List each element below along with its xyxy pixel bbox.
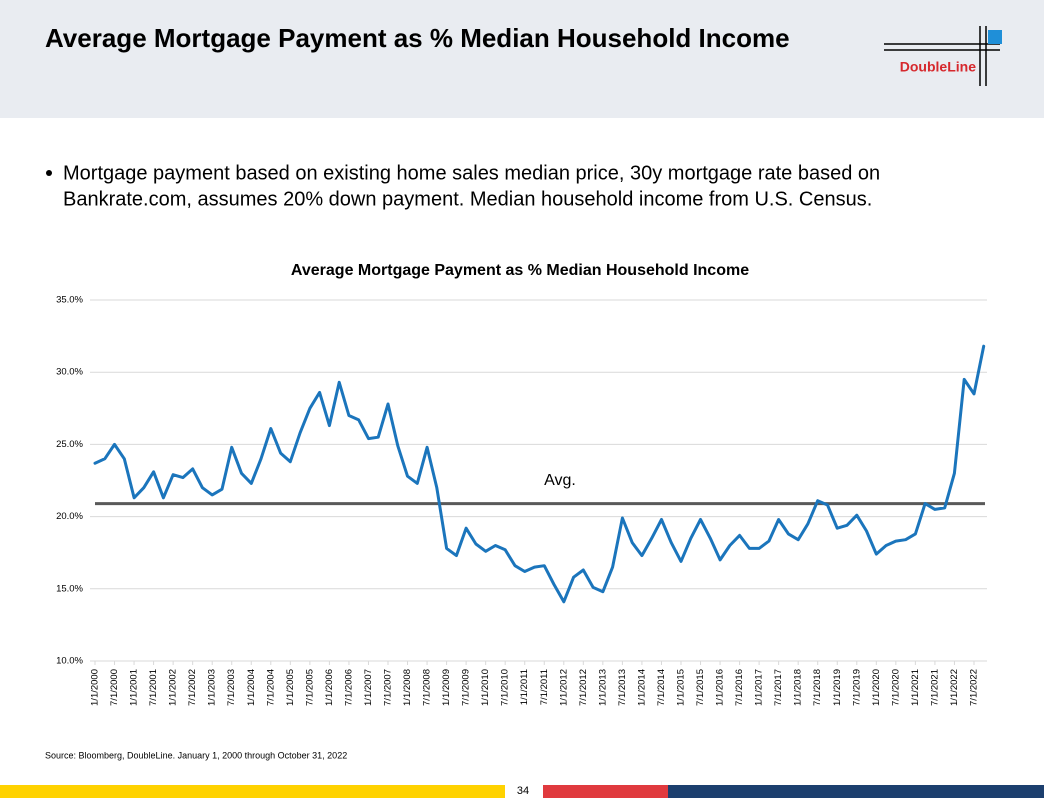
- x-tick-label: 7/1/2011: [539, 669, 550, 705]
- x-tick-label: 1/1/2008: [402, 669, 413, 706]
- x-tick-label: 7/1/2016: [734, 669, 745, 706]
- y-tick-label: 15.0%: [56, 583, 83, 594]
- x-tick-label: 1/1/2019: [832, 669, 843, 706]
- x-tick-label: 1/1/2018: [793, 669, 804, 706]
- x-tick-label: 7/1/2008: [422, 669, 433, 706]
- x-tick-label: 1/1/2006: [324, 669, 335, 706]
- x-tick-label: 7/1/2020: [890, 669, 901, 706]
- x-tick-label: 1/1/2000: [90, 669, 101, 706]
- x-tick-label: 7/1/2000: [109, 669, 120, 706]
- x-tick-label: 1/1/2004: [246, 669, 257, 706]
- y-tick-label: 20.0%: [56, 511, 83, 522]
- x-tick-label: 7/1/2022: [968, 669, 979, 706]
- x-tick-label: 1/1/2007: [363, 669, 374, 706]
- footer-bar: [543, 785, 668, 798]
- x-tick-label: 1/1/2002: [168, 669, 179, 706]
- x-tick-label: 7/1/2012: [578, 669, 589, 706]
- x-tick-label: 7/1/2021: [929, 669, 940, 706]
- bullet-text: Mortgage payment based on existing home …: [63, 162, 880, 184]
- x-tick-label: 7/1/2002: [187, 669, 198, 706]
- logo: DoubleLine: [884, 26, 1002, 86]
- x-tick-label: 1/1/2022: [949, 669, 960, 706]
- slide-title: Average Mortgage Payment as % Median Hou…: [45, 23, 790, 53]
- footer-bar: [0, 785, 505, 798]
- x-tick-label: 7/1/2013: [617, 669, 628, 706]
- x-tick-label: 7/1/2003: [226, 669, 237, 706]
- x-tick-label: 1/1/2011: [519, 669, 530, 705]
- x-tick-label: 7/1/2015: [695, 669, 706, 706]
- x-tick-label: 1/1/2010: [480, 669, 491, 706]
- x-tick-label: 1/1/2013: [597, 669, 608, 706]
- x-tick-label: 7/1/2007: [383, 669, 394, 706]
- footer-bar: [668, 785, 1044, 798]
- bullet-dot: [46, 170, 52, 176]
- y-tick-label: 30.0%: [56, 367, 83, 378]
- x-tick-label: 1/1/2009: [441, 669, 452, 706]
- chart-title: Average Mortgage Payment as % Median Hou…: [291, 262, 749, 279]
- x-tick-label: 1/1/2001: [129, 669, 140, 706]
- x-tick-label: 7/1/2001: [148, 669, 159, 706]
- x-tick-label: 7/1/2010: [500, 669, 511, 706]
- x-tick-label: 1/1/2012: [558, 669, 569, 706]
- x-tick-label: 7/1/2014: [656, 669, 667, 706]
- x-tick-label: 1/1/2021: [910, 669, 921, 706]
- x-tick-label: 1/1/2016: [715, 669, 726, 706]
- header-band: [0, 0, 1044, 118]
- average-label: Avg.: [544, 472, 576, 489]
- source: Source: Bloomberg, DoubleLine. January 1…: [45, 750, 347, 760]
- x-tick-label: 1/1/2015: [676, 669, 687, 706]
- x-tick-label: 7/1/2004: [265, 669, 276, 706]
- series-line: [93, 344, 986, 604]
- x-tick-label: 7/1/2018: [812, 669, 823, 706]
- logo-text: DoubleLine: [900, 59, 976, 75]
- x-tick-label: 1/1/2003: [207, 669, 218, 706]
- x-tick-label: 1/1/2014: [636, 669, 647, 706]
- bullet-text: Bankrate.com, assumes 20% down payment. …: [63, 188, 872, 210]
- x-tick-label: 7/1/2019: [851, 669, 862, 706]
- x-tick-label: 1/1/2017: [754, 669, 765, 706]
- x-tick-label: 7/1/2009: [461, 669, 472, 706]
- x-tick-label: 7/1/2006: [343, 669, 354, 706]
- y-tick-label: 35.0%: [56, 295, 83, 306]
- x-tick-label: 1/1/2005: [285, 669, 296, 706]
- y-tick-label: 25.0%: [56, 439, 83, 450]
- x-tick-label: 1/1/2020: [871, 669, 882, 706]
- x-tick-label: 7/1/2005: [304, 669, 315, 706]
- y-tick-label: 10.0%: [56, 656, 83, 667]
- page-number: 34: [517, 785, 529, 797]
- x-tick-label: 7/1/2017: [773, 669, 784, 706]
